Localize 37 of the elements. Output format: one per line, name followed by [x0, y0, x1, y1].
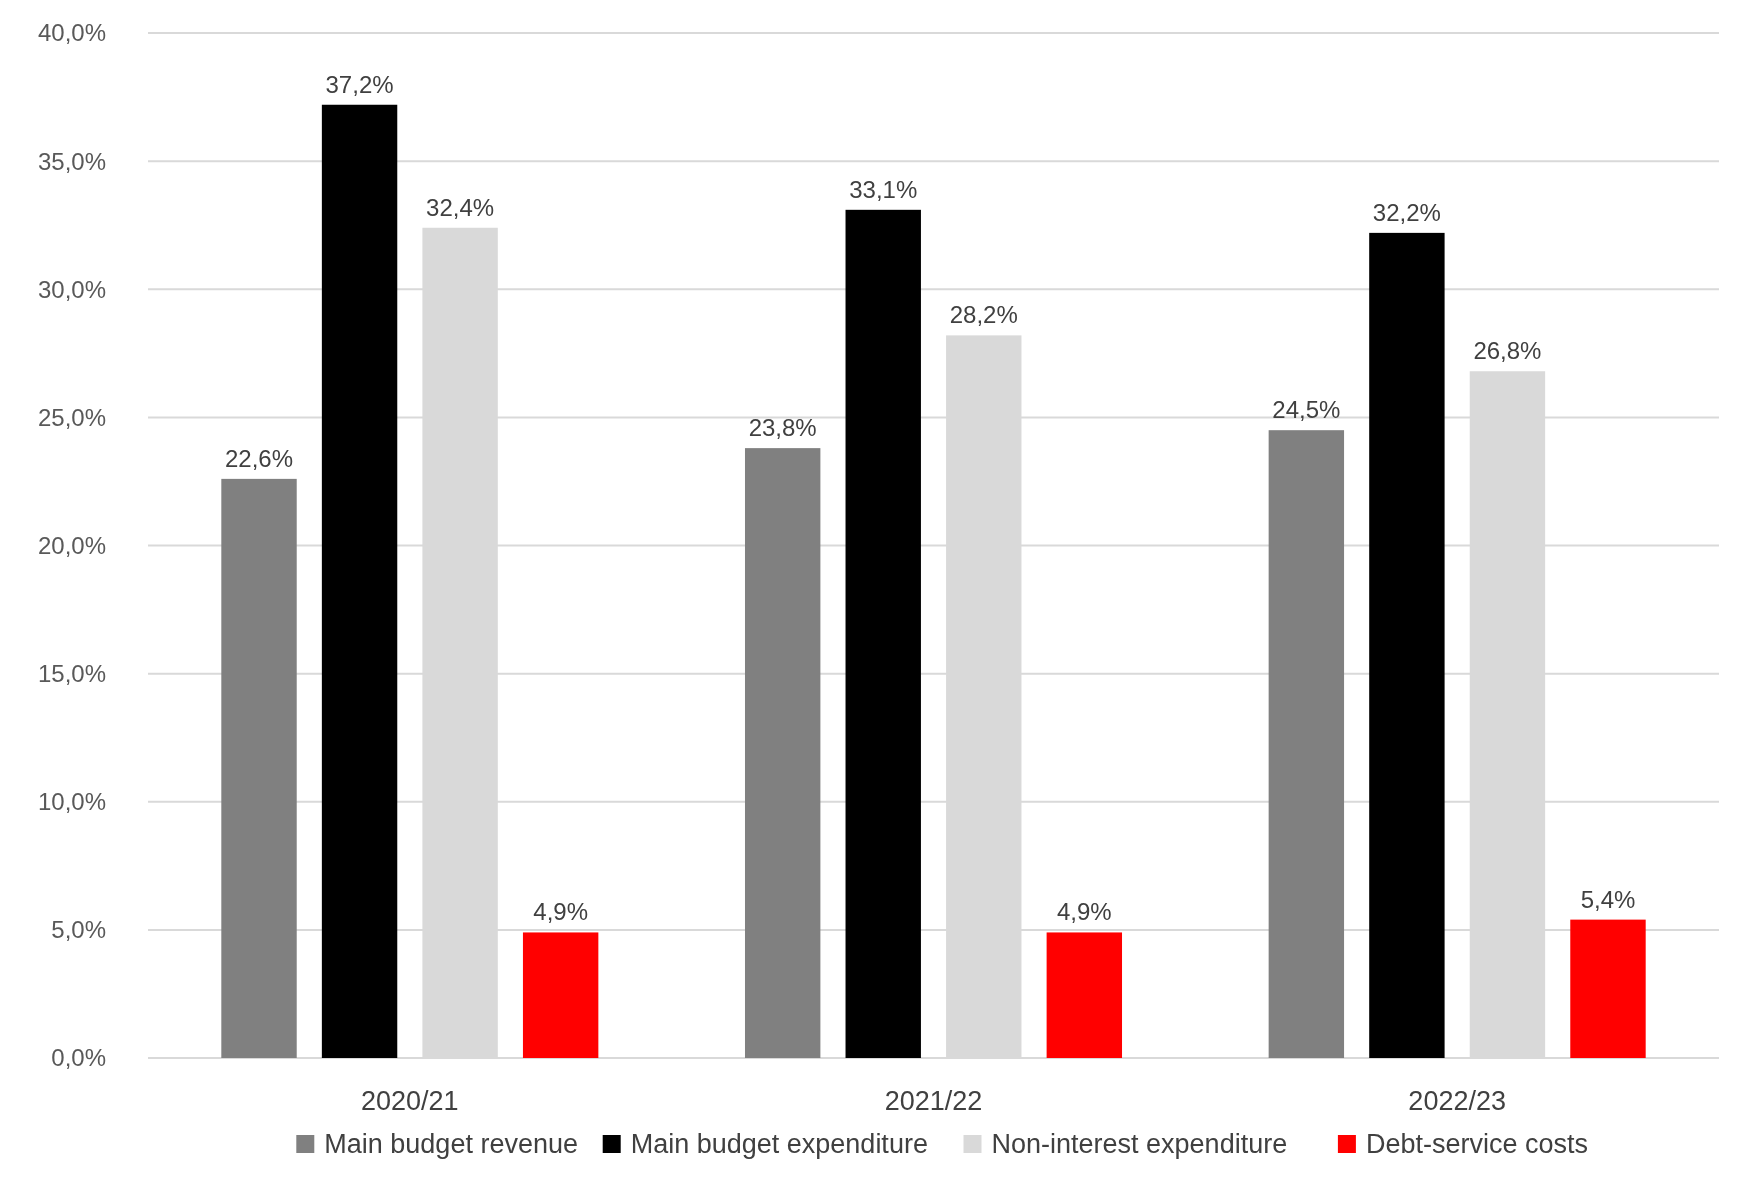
- y-tick-label: 0,0%: [51, 1044, 106, 1072]
- bar: [321, 104, 398, 1058]
- x-tick-label: 2020/21: [361, 1086, 459, 1116]
- bar: [1570, 919, 1646, 1058]
- data-label: 24,5%: [1272, 396, 1341, 424]
- data-label: 32,2%: [1372, 198, 1441, 226]
- x-tick-label: 2022/23: [1408, 1086, 1506, 1116]
- y-tick-label: 40,0%: [37, 19, 106, 47]
- y-tick-label: 20,0%: [37, 531, 106, 559]
- bar: [221, 478, 297, 1058]
- y-tick-label: 35,0%: [37, 147, 106, 175]
- legend-label: Non-interest expenditure: [991, 1129, 1288, 1159]
- bar: [1268, 430, 1345, 1058]
- data-label: 28,2%: [949, 301, 1018, 329]
- y-tick-label: 10,0%: [37, 788, 106, 816]
- data-label: 32,4%: [426, 193, 495, 221]
- data-label: 33,1%: [849, 175, 918, 203]
- legend-label: Main budget revenue: [324, 1129, 578, 1159]
- data-label: 5,4%: [1580, 885, 1636, 913]
- data-label: 26,8%: [1473, 337, 1542, 365]
- data-label: 23,8%: [748, 414, 817, 442]
- bar: [845, 209, 921, 1058]
- data-label: 4,9%: [1056, 898, 1112, 926]
- bar: [1046, 932, 1123, 1058]
- legend-label: Debt-service costs: [1365, 1129, 1588, 1159]
- y-tick-label: 25,0%: [37, 403, 106, 431]
- legend-label: Main budget expenditure: [630, 1129, 928, 1159]
- bar: [1369, 232, 1445, 1058]
- data-label: 22,6%: [224, 444, 294, 472]
- data-label: 4,9%: [533, 898, 588, 926]
- y-tick-label: 15,0%: [37, 660, 106, 688]
- data-label: 37,2%: [325, 70, 394, 98]
- y-tick-label: 30,0%: [37, 275, 106, 303]
- bar: [522, 932, 599, 1058]
- x-tick-label: 2021/22: [884, 1086, 983, 1116]
- y-tick-label: 5,0%: [51, 916, 106, 944]
- bar: [744, 448, 821, 1058]
